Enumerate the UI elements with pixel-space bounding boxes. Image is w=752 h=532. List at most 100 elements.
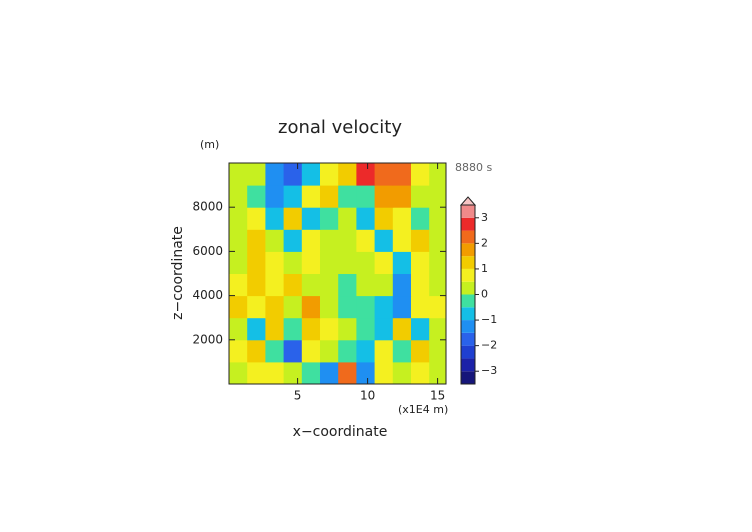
cell	[338, 339, 357, 363]
cell	[356, 273, 376, 297]
cell	[301, 251, 321, 274]
field	[229, 163, 446, 384]
cell	[320, 317, 339, 341]
colorbar-swatch	[461, 256, 475, 269]
cell	[429, 229, 446, 252]
cell	[265, 163, 285, 186]
cell	[247, 339, 266, 363]
cell	[392, 251, 412, 274]
cell	[283, 251, 303, 274]
cell	[392, 207, 412, 230]
colorbar-swatch	[461, 294, 475, 308]
cell	[392, 273, 412, 297]
cell	[247, 163, 266, 186]
cell	[356, 361, 376, 384]
cell	[320, 163, 339, 186]
x-tick-label: 5	[294, 389, 302, 403]
cell	[392, 163, 412, 186]
cell	[265, 251, 285, 274]
cell	[229, 251, 248, 274]
cell	[338, 273, 357, 297]
cell	[392, 317, 412, 341]
cell	[229, 185, 248, 208]
cell	[338, 163, 357, 186]
cell	[320, 185, 339, 208]
cell	[301, 317, 321, 341]
cell	[338, 317, 357, 341]
cell	[411, 361, 430, 384]
cell	[411, 163, 430, 186]
cell	[411, 295, 430, 319]
cell	[301, 163, 321, 186]
cell	[356, 339, 376, 363]
chart-title: zonal velocity	[278, 117, 402, 138]
cell	[265, 339, 285, 363]
colorbar-swatch	[461, 320, 475, 333]
cell	[374, 163, 394, 186]
colorbar-tick-label: −1	[481, 313, 497, 326]
cell	[265, 295, 285, 319]
x-unit: (x1E4 m)	[398, 403, 448, 416]
cell	[374, 185, 394, 208]
colorbar-swatch	[461, 345, 475, 359]
y-unit: (m)	[200, 138, 219, 151]
cell	[374, 251, 394, 274]
colorbar-tick-label: −2	[481, 339, 497, 352]
cell	[283, 163, 303, 186]
cell	[320, 229, 339, 252]
cell	[301, 229, 321, 252]
cell	[429, 273, 446, 297]
time-label: 8880 s	[455, 161, 492, 174]
cell	[301, 207, 321, 230]
cell	[320, 339, 339, 363]
cell	[374, 207, 394, 230]
colorbar-tick-label: −3	[481, 364, 497, 377]
cell	[411, 207, 430, 230]
cell	[283, 339, 303, 363]
cell	[283, 295, 303, 319]
cell	[374, 229, 394, 252]
cell	[283, 207, 303, 230]
colorbar-tick-label: 0	[481, 288, 488, 301]
cell	[392, 185, 412, 208]
cell	[247, 229, 266, 252]
cell	[301, 273, 321, 297]
colorbar-swatch	[461, 217, 475, 231]
cell	[320, 361, 339, 384]
cell	[229, 273, 248, 297]
cell	[411, 229, 430, 252]
colorbar-extend	[459, 196, 477, 206]
cell	[356, 295, 376, 319]
cell	[247, 185, 266, 208]
cell	[283, 273, 303, 297]
cell	[411, 317, 430, 341]
colorbar-swatch	[461, 371, 475, 384]
cell	[265, 207, 285, 230]
cell	[247, 361, 266, 384]
cell	[301, 295, 321, 319]
cell	[265, 229, 285, 252]
cell	[320, 207, 339, 230]
cell	[229, 229, 248, 252]
x-tick-label: 15	[430, 389, 445, 403]
cell	[356, 251, 376, 274]
cell	[429, 207, 446, 230]
cell	[229, 317, 248, 341]
cell	[265, 361, 285, 384]
x-axis-label: x−coordinate	[293, 424, 388, 440]
cell	[411, 251, 430, 274]
cell	[265, 185, 285, 208]
y-tick-label: 6000	[192, 244, 223, 258]
cell	[229, 163, 248, 186]
cell	[429, 163, 446, 186]
cell	[374, 339, 394, 363]
colorbar-swatch	[461, 332, 475, 346]
cell	[301, 361, 321, 384]
colorbar-swatch	[461, 358, 475, 372]
cell	[320, 295, 339, 319]
y-tick-label: 2000	[192, 332, 223, 346]
cell	[247, 273, 266, 297]
y-tick-label: 8000	[192, 200, 223, 214]
cell	[265, 273, 285, 297]
cell	[283, 361, 303, 384]
